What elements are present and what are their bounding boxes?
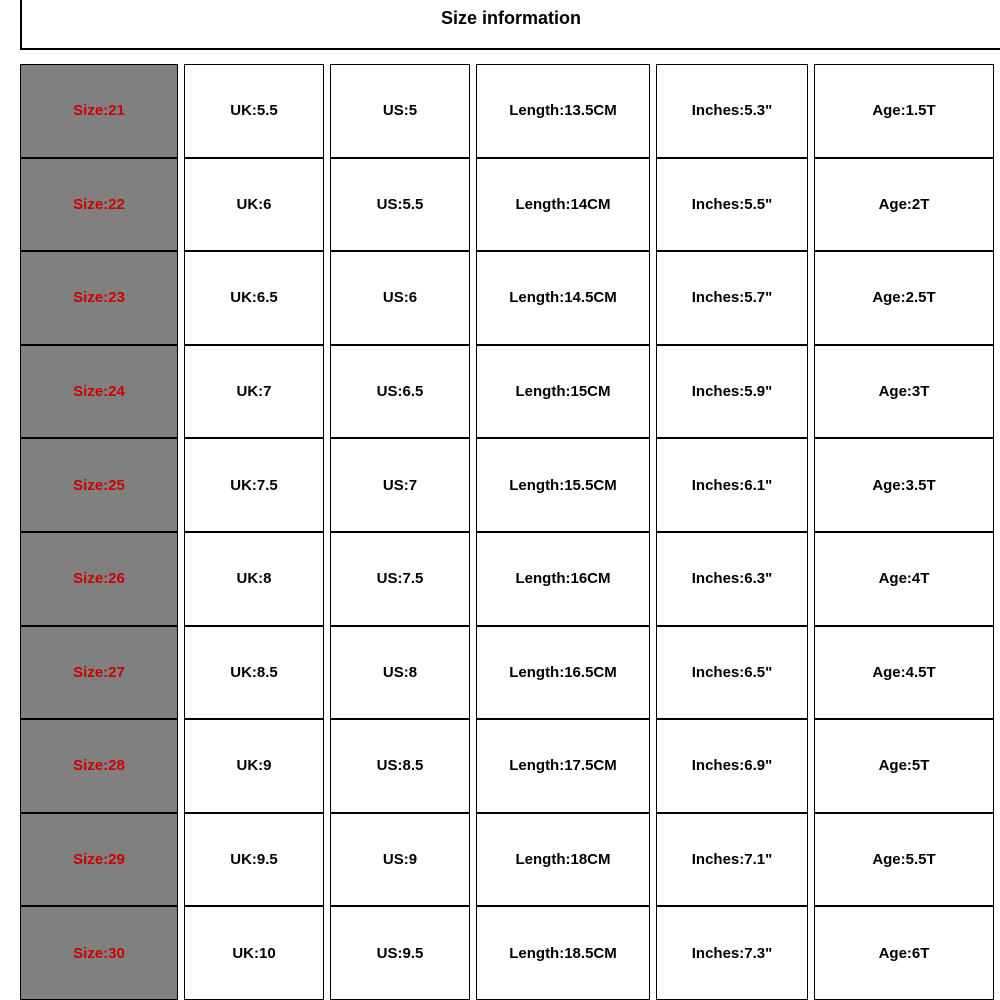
cell-age: Age:4T — [814, 532, 994, 626]
cell-inches: Inches:7.1" — [656, 813, 808, 907]
cell-inches: Inches:6.9" — [656, 719, 808, 813]
table-row: Size:27UK:8.5US:8Length:16.5CMInches:6.5… — [20, 626, 1000, 720]
cell-inches: Inches:6.3" — [656, 532, 808, 626]
cell-inches: Inches:5.7" — [656, 251, 808, 345]
cell-len: Length:16.5CM — [476, 626, 650, 720]
cell-len: Length:14CM — [476, 158, 650, 252]
size-table: Size:21UK:5.5US:5Length:13.5CMInches:5.3… — [20, 64, 1000, 1000]
cell-uk: UK:9.5 — [184, 813, 324, 907]
cell-size: Size:23 — [20, 251, 178, 345]
cell-len: Length:18CM — [476, 813, 650, 907]
cell-uk: UK:8 — [184, 532, 324, 626]
cell-uk: UK:6 — [184, 158, 324, 252]
cell-uk: UK:7 — [184, 345, 324, 439]
cell-us: US:5 — [330, 64, 470, 158]
cell-age: Age:6T — [814, 906, 994, 1000]
cell-inches: Inches:5.9" — [656, 345, 808, 439]
cell-size: Size:30 — [20, 906, 178, 1000]
cell-size: Size:21 — [20, 64, 178, 158]
cell-size: Size:24 — [20, 345, 178, 439]
cell-us: US:7 — [330, 438, 470, 532]
cell-age: Age:3.5T — [814, 438, 994, 532]
cell-len: Length:15.5CM — [476, 438, 650, 532]
table-row: Size:22UK:6US:5.5Length:14CMInches:5.5"A… — [20, 158, 1000, 252]
table-row: Size:23UK:6.5US:6Length:14.5CMInches:5.7… — [20, 251, 1000, 345]
cell-len: Length:16CM — [476, 532, 650, 626]
cell-us: US:5.5 — [330, 158, 470, 252]
cell-uk: UK:7.5 — [184, 438, 324, 532]
cell-uk: UK:8.5 — [184, 626, 324, 720]
table-row: Size:26UK:8US:7.5Length:16CMInches:6.3"A… — [20, 532, 1000, 626]
cell-len: Length:14.5CM — [476, 251, 650, 345]
cell-age: Age:5T — [814, 719, 994, 813]
page-title: Size information — [22, 8, 1000, 29]
cell-age: Age:3T — [814, 345, 994, 439]
cell-us: US:7.5 — [330, 532, 470, 626]
cell-us: US:6 — [330, 251, 470, 345]
cell-size: Size:27 — [20, 626, 178, 720]
cell-size: Size:28 — [20, 719, 178, 813]
cell-inches: Inches:6.1" — [656, 438, 808, 532]
cell-inches: Inches:6.5" — [656, 626, 808, 720]
cell-uk: UK:6.5 — [184, 251, 324, 345]
cell-inches: Inches:7.3" — [656, 906, 808, 1000]
cell-us: US:9.5 — [330, 906, 470, 1000]
table-row: Size:21UK:5.5US:5Length:13.5CMInches:5.3… — [20, 64, 1000, 158]
cell-age: Age:1.5T — [814, 64, 994, 158]
cell-uk: UK:5.5 — [184, 64, 324, 158]
cell-uk: UK:9 — [184, 719, 324, 813]
cell-age: Age:5.5T — [814, 813, 994, 907]
cell-size: Size:22 — [20, 158, 178, 252]
table-row: Size:24UK:7US:6.5Length:15CMInches:5.9"A… — [20, 345, 1000, 439]
table-row: Size:28UK:9US:8.5Length:17.5CMInches:6.9… — [20, 719, 1000, 813]
cell-us: US:9 — [330, 813, 470, 907]
table-row: Size:29UK:9.5US:9Length:18CMInches:7.1"A… — [20, 813, 1000, 907]
cell-len: Length:15CM — [476, 345, 650, 439]
cell-size: Size:26 — [20, 532, 178, 626]
cell-len: Length:17.5CM — [476, 719, 650, 813]
cell-size: Size:29 — [20, 813, 178, 907]
cell-age: Age:2T — [814, 158, 994, 252]
cell-inches: Inches:5.5" — [656, 158, 808, 252]
cell-len: Length:18.5CM — [476, 906, 650, 1000]
cell-inches: Inches:5.3" — [656, 64, 808, 158]
cell-us: US:6.5 — [330, 345, 470, 439]
table-row: Size:25UK:7.5US:7Length:15.5CMInches:6.1… — [20, 438, 1000, 532]
cell-us: US:8 — [330, 626, 470, 720]
header-bar: Size information — [20, 0, 1000, 50]
cell-us: US:8.5 — [330, 719, 470, 813]
cell-age: Age:2.5T — [814, 251, 994, 345]
cell-age: Age:4.5T — [814, 626, 994, 720]
table-row: Size:30UK:10US:9.5Length:18.5CMInches:7.… — [20, 906, 1000, 1000]
cell-len: Length:13.5CM — [476, 64, 650, 158]
cell-uk: UK:10 — [184, 906, 324, 1000]
cell-size: Size:25 — [20, 438, 178, 532]
